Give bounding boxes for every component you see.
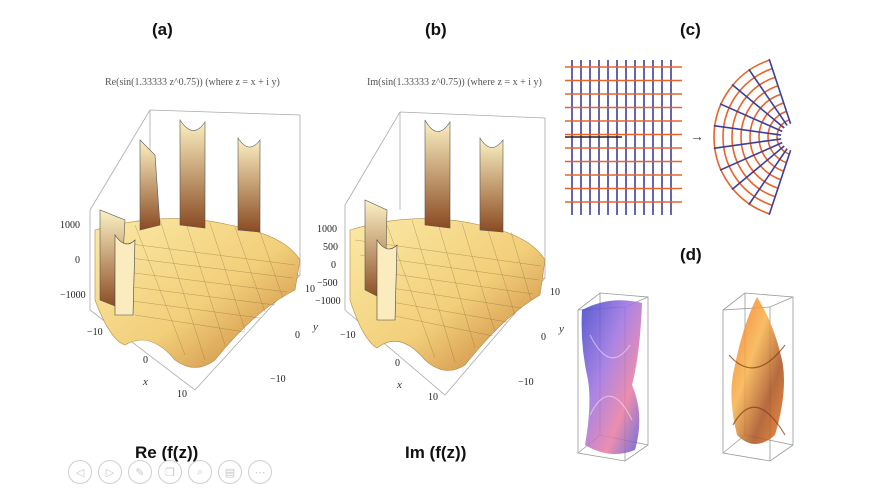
grid-square-mapped	[713, 58, 792, 216]
mapped-arc-line	[758, 102, 784, 172]
plot-a-title: Re(sin(1.33333 z^0.75)) (where z = x + i…	[105, 77, 280, 88]
plot-a-y-tick: −10	[270, 374, 286, 385]
plot-b-title: Im(sin(1.33333 z^0.75)) (where z = x + i…	[367, 77, 542, 88]
plot-a-y-axis-name: y	[312, 321, 318, 333]
plot-b-z-tick: −500	[317, 278, 338, 289]
caption-re: Re (f(z))	[135, 443, 199, 462]
more-icon[interactable]: ⋯	[248, 460, 272, 484]
grid-square-original	[565, 60, 682, 215]
plot-a-z-tick: 0	[75, 255, 80, 266]
previous-icon[interactable]: ◁	[68, 460, 92, 484]
plot-b-x-tick: 10	[428, 392, 438, 403]
riemann-surface-violet	[577, 292, 649, 462]
map-arrow-icon: →	[690, 128, 704, 144]
slideshow-toolbar: ◁ ▷ ✎ ❐ ⌕ ▤ ⋯	[68, 460, 272, 484]
copy-icon[interactable]: ❐	[158, 460, 182, 484]
mapped-arc-line	[740, 84, 779, 190]
mapped-arc-line	[713, 59, 770, 215]
mapped-arc-line	[731, 76, 776, 198]
mapped-radial-line	[748, 148, 788, 206]
mapped-radial-line	[748, 68, 788, 126]
mapped-radial-line	[713, 138, 782, 150]
mapped-arc-line	[749, 93, 782, 181]
plot-a-z-tick: −1000	[60, 290, 86, 301]
plot-a-x-tick: −10	[87, 327, 103, 338]
plot-a-x-tick: 10	[177, 389, 187, 400]
plot-a-x-axis-name: x	[142, 376, 148, 388]
panel-label-b: (b)	[425, 20, 447, 39]
next-icon[interactable]: ▷	[98, 460, 122, 484]
plot-a-z-tick: 1000	[60, 220, 80, 231]
screen-icon[interactable]: ▤	[218, 460, 242, 484]
mapped-radial-line	[768, 150, 792, 216]
caption-im: Im (f(z))	[405, 443, 467, 462]
plot-b-z-tick: 500	[323, 242, 338, 253]
plot-b-x-tick: 0	[395, 358, 400, 369]
plot-a-y-tick: 0	[295, 330, 300, 341]
plot-b-x-tick: −10	[340, 330, 356, 341]
plot-b-z-tick: −1000	[315, 296, 341, 307]
plot-b-y-tick: −10	[518, 377, 534, 388]
plot-b-im-surface: Im(sin(1.33333 z^0.75)) (where z = x + i…	[315, 77, 564, 403]
panel-label-c: (c)	[680, 20, 701, 39]
plot-b-y-tick: 10	[550, 287, 560, 298]
plot-a-spikes	[99, 118, 261, 316]
mapped-arc-line	[722, 67, 773, 207]
plot-b-z-tick: 0	[331, 260, 336, 271]
mapped-radial-line	[713, 124, 782, 136]
mapped-radial-line	[731, 145, 785, 191]
plot-a-re-surface: Re(sin(1.33333 z^0.75)) (where z = x + i…	[60, 77, 318, 400]
panel-label-a: (a)	[152, 20, 173, 39]
plot-b-spikes	[364, 119, 504, 321]
mapped-arc-line	[767, 110, 787, 164]
plot-b-x-axis-name: x	[396, 379, 402, 391]
plot-a-x-tick: 0	[143, 355, 148, 366]
plot-b-y-axis-name: y	[558, 323, 564, 335]
mapped-radial-line	[731, 83, 785, 129]
plot-b-z-tick: 1000	[317, 224, 337, 235]
plot-a-y-tick: 10	[305, 284, 315, 295]
mapped-radial-line	[719, 141, 783, 171]
panel-label-d: (d)	[680, 245, 702, 264]
plot-b-y-tick: 0	[541, 332, 546, 343]
pen-icon[interactable]: ✎	[128, 460, 152, 484]
riemann-surface-orange	[722, 292, 794, 462]
mapped-radial-line	[719, 103, 783, 133]
mapped-radial-line	[768, 58, 792, 124]
zoom-icon[interactable]: ⌕	[188, 460, 212, 484]
